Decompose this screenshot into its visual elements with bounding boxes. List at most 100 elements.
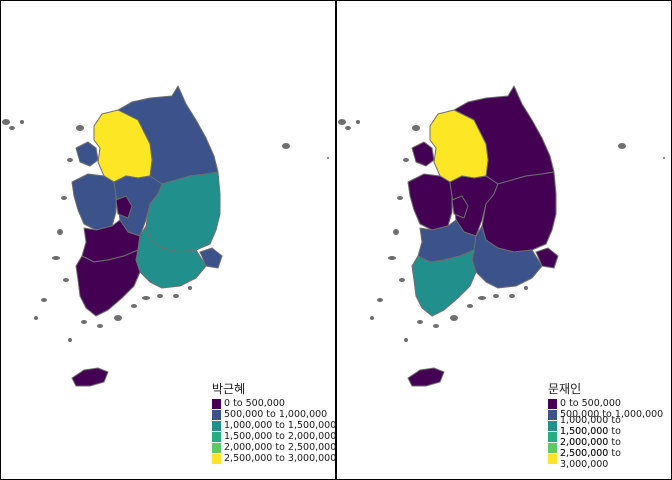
legend-item: 2,500,000 to 3,000,000	[548, 448, 672, 470]
islet	[377, 298, 383, 302]
legend-label: 500,000 to 1,000,000	[560, 409, 664, 420]
legend-swatch	[212, 442, 221, 453]
region-jeju	[407, 367, 445, 387]
legend-label: 500,000 to 1,000,000	[224, 409, 328, 420]
legend-label: 0 to 500,000	[560, 398, 621, 409]
legend-swatch	[212, 409, 221, 420]
legend-swatch	[212, 453, 221, 464]
islet	[2, 119, 10, 125]
islet	[97, 324, 103, 328]
legend-swatch	[212, 431, 221, 442]
legend-swatch	[212, 398, 221, 409]
legend-moon: 문재인 0 to 500,000 500,000 to 1,000,000 1,…	[548, 382, 672, 470]
legend-item: 0 to 500,000	[548, 398, 672, 409]
region-daejeon	[451, 195, 469, 219]
islet	[63, 278, 69, 282]
legend-label: 2,500,000 to 3,000,000	[560, 447, 621, 470]
islet	[20, 120, 24, 124]
islet	[327, 157, 329, 159]
region-jeju	[71, 367, 109, 387]
legend-swatch	[548, 453, 557, 464]
islet	[81, 320, 87, 324]
islet	[450, 315, 458, 321]
legend-item: 2,000,000 to 2,500,000	[548, 437, 672, 459]
islet	[173, 294, 179, 298]
region-chungnam	[71, 173, 117, 231]
islet	[338, 119, 346, 125]
islet	[131, 304, 137, 308]
region-chungnam	[407, 173, 453, 231]
legend-item: 1,500,000 to 2,000,000	[212, 431, 336, 442]
islet	[433, 324, 439, 328]
legend-label: 2,000,000 to 2,500,000	[560, 436, 621, 459]
islet	[478, 296, 486, 300]
islet	[61, 196, 67, 200]
islet	[493, 294, 499, 298]
legend-label: 2,500,000 to 3,000,000	[224, 453, 337, 464]
islet	[370, 316, 374, 320]
map-panel-park	[2, 85, 329, 387]
islet	[188, 286, 192, 290]
legend-swatch	[548, 398, 557, 409]
islet	[618, 143, 626, 149]
region-incheon	[75, 141, 99, 167]
map-panel-moon	[338, 85, 665, 387]
legend-swatch	[548, 420, 557, 431]
islet	[663, 157, 665, 159]
legend-swatch	[548, 442, 557, 453]
islet	[67, 158, 73, 162]
legend-item: 1,000,000 to 1,500,000	[212, 420, 336, 431]
islet	[403, 158, 409, 162]
islet	[282, 143, 290, 149]
islet	[417, 320, 423, 324]
legend-item: 2,000,000 to 2,500,000	[212, 442, 336, 453]
legend-item: 1,000,000 to 1,500,000	[548, 415, 672, 437]
islet	[9, 126, 15, 130]
legend-swatch	[548, 409, 557, 420]
islet	[142, 296, 150, 300]
legend-swatch	[548, 431, 557, 442]
legend-park: 박근혜 0 to 500,000 500,000 to 1,000,000 1,…	[212, 382, 336, 464]
islet	[57, 229, 63, 235]
islet	[404, 338, 408, 342]
region-gyeongbuk	[145, 171, 221, 253]
islet	[399, 278, 405, 282]
legend-item: 500,000 to 1,000,000	[548, 409, 672, 420]
legend-label: 1,500,000 to 2,000,000	[560, 425, 621, 448]
islet	[34, 316, 38, 320]
islet	[345, 126, 351, 130]
region-jeonnam	[411, 249, 477, 317]
region-daejeon	[115, 195, 133, 219]
islet	[509, 294, 515, 298]
legend-label: 1,000,000 to 1,500,000	[560, 414, 621, 437]
region-gyeongbuk	[481, 171, 557, 253]
islet	[52, 256, 60, 260]
islet	[397, 196, 403, 200]
islet	[114, 315, 122, 321]
islet	[467, 304, 473, 308]
islet	[524, 286, 528, 290]
legend-title: 문재인	[548, 382, 582, 396]
legend-label: 1,500,000 to 2,000,000	[224, 431, 337, 442]
legend-item: 1,500,000 to 2,000,000	[548, 426, 672, 448]
legend-item: 2,500,000 to 3,000,000	[212, 453, 336, 464]
islet	[76, 125, 84, 131]
legend-swatch	[212, 420, 221, 431]
islet	[68, 338, 72, 342]
islet	[412, 125, 420, 131]
legend-label: 1,000,000 to 1,500,000	[224, 420, 337, 431]
islet	[393, 229, 399, 235]
legend-item: 500,000 to 1,000,000	[212, 409, 336, 420]
islet	[41, 298, 47, 302]
islet	[388, 256, 396, 260]
islet	[157, 294, 163, 298]
legend-title: 박근혜	[212, 382, 246, 396]
region-incheon	[411, 141, 435, 167]
legend-label: 0 to 500,000	[224, 398, 285, 409]
legend-item: 0 to 500,000	[212, 398, 336, 409]
region-jeonnam	[75, 249, 141, 317]
islet	[356, 120, 360, 124]
legend-label: 2,000,000 to 2,500,000	[224, 442, 337, 453]
